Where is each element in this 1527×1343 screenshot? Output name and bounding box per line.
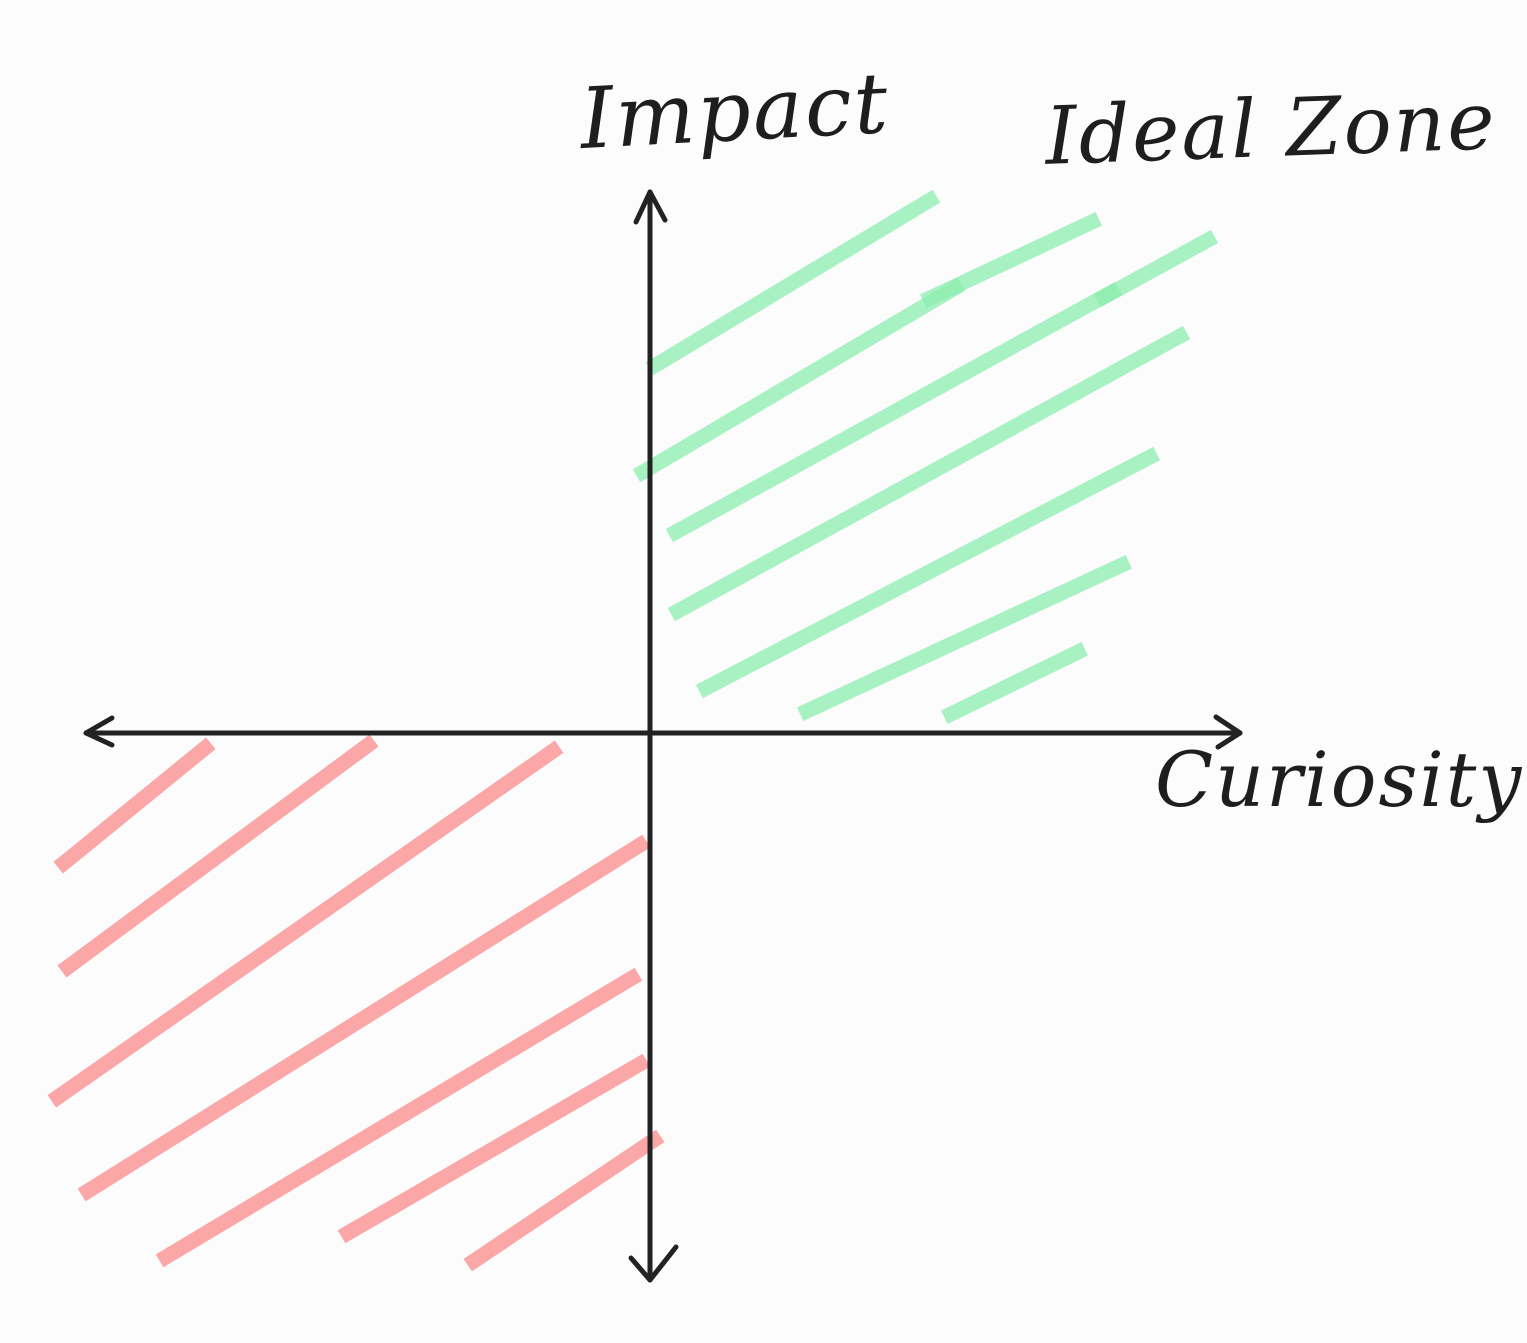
ideal-hatch-line (695, 446, 1161, 699)
ideal-zone-label: Ideal Zone (1043, 74, 1498, 183)
ideal-hatch-line (1093, 229, 1219, 308)
ideal-hatch-line (940, 641, 1089, 725)
ideal-hatch-line (797, 555, 1132, 721)
y-axis-label: Impact (577, 53, 892, 169)
x-axis-arrowhead-left (83, 715, 115, 748)
x-axis-arrowhead-right (1213, 714, 1243, 750)
y-axis-arrowhead-bottom (628, 1244, 679, 1283)
x-axis-label: Curiosity (1155, 735, 1524, 824)
ideal-hatch-line (665, 281, 1123, 543)
low-hatch-line (57, 734, 379, 978)
low-hatch-line (155, 967, 643, 1268)
ideal-hatch-line (645, 189, 941, 376)
low-zone-hatching (47, 734, 665, 1272)
ideal-zone-hatching (632, 189, 1219, 725)
low-hatch-line (337, 1053, 651, 1244)
low-hatch-line (77, 834, 651, 1202)
ideal-hatch-line (920, 212, 1102, 308)
axes (83, 189, 1243, 1283)
y-axis-arrowhead-top (633, 189, 668, 225)
ideal-hatch-line (667, 325, 1191, 622)
low-hatch-line (53, 737, 216, 874)
ideal-hatch-line (632, 277, 966, 483)
low-hatch-line (463, 1129, 665, 1272)
low-hatch-line (47, 740, 564, 1108)
